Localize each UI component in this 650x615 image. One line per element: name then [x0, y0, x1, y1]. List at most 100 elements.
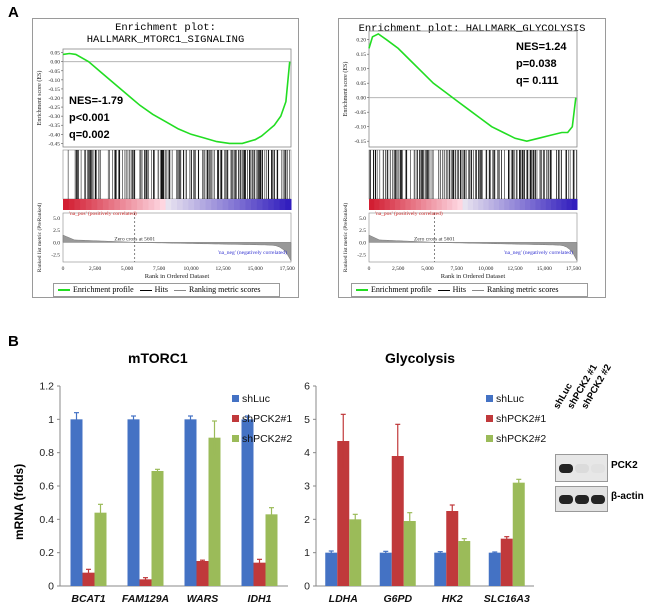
- ranking-metric-area: [62, 234, 292, 262]
- legend-hits: Hits: [452, 285, 466, 294]
- correlation-segment: [108, 199, 115, 210]
- correlation-segment: [63, 199, 70, 210]
- correlation-segment: [447, 199, 453, 210]
- correlation-segment: [68, 199, 75, 210]
- es-axis-label: Enrichment score (ES): [342, 62, 349, 117]
- correlation-segment: [410, 199, 417, 210]
- x-tick-label: 10,000: [478, 266, 493, 272]
- correlation-segment: [519, 199, 526, 210]
- correlation-segment: [483, 199, 490, 210]
- ranking-metric-area: [368, 234, 578, 261]
- gsea-title-line2: HALLMARK_MTORC1_SIGNALING: [86, 34, 245, 46]
- correlation-segment: [493, 199, 500, 210]
- correlation-segment: [273, 199, 281, 210]
- correlation-segment: [415, 199, 422, 210]
- gsea-plot-glycolysis: Enrichment plot: HALLMARK_GLYCOLYSIS 0.2…: [338, 18, 606, 298]
- gsea-legend: Enrichment profile Hits Ranking metric s…: [53, 283, 280, 297]
- es-frame: [368, 30, 578, 148]
- y-tick-label: 4: [304, 447, 310, 459]
- correlation-segment: [405, 199, 412, 210]
- x-tick-label: 12,500: [508, 266, 523, 272]
- legend-label: shPCK2#1: [242, 413, 292, 425]
- es-curve: [368, 32, 577, 143]
- wb-band-pck2: PCK2: [611, 460, 638, 471]
- correlation-segment: [426, 199, 432, 210]
- legend-swatch: [486, 415, 493, 422]
- bar-shPCK2-1-FAM129A: [139, 579, 152, 586]
- correlation-segment: [525, 199, 531, 210]
- correlation-segment: [74, 199, 81, 210]
- legend-hits-swatch: [437, 289, 450, 291]
- es-curve: [62, 52, 291, 145]
- metric-axis-label: Ranked list metric (PreRanked): [36, 203, 43, 273]
- gsea-chart-glycolysis: 0.200.150.100.050.00-0.05-0.10-0.15Enric…: [342, 30, 581, 280]
- zero-cross-label: Zero cross at 5601: [414, 236, 455, 242]
- legend-swatch: [232, 395, 239, 402]
- correlation-segment: [530, 199, 536, 210]
- gsea-chart-mtorc1: 0.050.00-0.05-0.10-0.15-0.20-0.25-0.30-0…: [36, 48, 295, 280]
- correlation-segment: [488, 199, 495, 210]
- es-tick-label: -0.30: [49, 114, 61, 120]
- metric-tick-label: 0.0: [53, 240, 60, 246]
- es-tick-label: -0.10: [49, 78, 61, 84]
- es-tick-label: 0.05: [356, 81, 366, 87]
- correlation-segment: [561, 199, 568, 210]
- legend-es: Enrichment profile: [371, 285, 432, 294]
- legend-metric-swatch: [472, 289, 484, 291]
- bar-shLuc-LDHA: [325, 552, 338, 586]
- legend-swatch: [232, 415, 239, 422]
- category-label: FAM129A: [122, 593, 169, 605]
- legend-label: shLuc: [242, 393, 270, 405]
- gsea-plot-mtorc1: Enrichment plot: HALLMARK_MTORC1_SIGNALI…: [32, 18, 299, 298]
- bar-shPCK2-1-BCAT1: [82, 572, 95, 586]
- legend-hits-swatch: [139, 289, 152, 291]
- correlation-segment: [171, 199, 178, 210]
- correlation-segment: [571, 199, 578, 210]
- gsea-q: q=0.002: [69, 129, 110, 141]
- category-label: WARS: [187, 593, 219, 605]
- legend-metric: Ranking metric scores: [487, 285, 559, 294]
- x-tick-label: 2,500: [89, 266, 102, 272]
- es-tick-label: 0.20: [356, 38, 366, 44]
- correlation-segment: [142, 199, 149, 210]
- gsea-title-line1: Enrichment plot:: [115, 22, 216, 34]
- correlation-segment: [239, 199, 246, 210]
- metric-tick-label: 0.0: [359, 240, 366, 246]
- gsea-q: q= 0.111: [516, 75, 559, 87]
- es-tick-label: -0.35: [49, 123, 61, 129]
- metric-tick-label: 2.5: [53, 228, 60, 234]
- correlation-segment: [262, 199, 269, 210]
- correlation-segment: [431, 199, 438, 210]
- es-tick-label: 0.00: [356, 96, 366, 102]
- correlation-segment: [457, 199, 464, 210]
- x-tick-label: 7,500: [450, 266, 463, 272]
- correlation-segment: [205, 199, 212, 210]
- bar-shPCK2-2-G6PD: [403, 521, 416, 586]
- es-tick-label: -0.15: [49, 87, 61, 93]
- es-tick-label: -0.10: [355, 125, 367, 131]
- y-tick-label: 0.2: [39, 547, 54, 559]
- correlation-segment: [441, 199, 448, 210]
- correlation-segment: [566, 199, 573, 210]
- y-tick-label: 0.8: [39, 447, 54, 459]
- es-tick-label: -0.25: [49, 105, 61, 111]
- wb-pck2-blot: [555, 454, 608, 482]
- bar-shPCK2-2-LDHA: [349, 519, 362, 586]
- correlation-segment: [194, 199, 201, 210]
- correlation-segment: [148, 199, 155, 210]
- bar-shPCK2-1-LDHA: [337, 441, 350, 586]
- correlation-segment: [159, 199, 167, 210]
- legend-label: shPCK2#2: [496, 433, 546, 445]
- correlation-segment: [452, 199, 458, 210]
- es-tick-label: -0.40: [49, 132, 61, 138]
- correlation-segment: [199, 199, 206, 210]
- correlation-segment: [504, 199, 510, 210]
- x-tick-label: 5,000: [421, 266, 434, 272]
- neg-label: 'na_neg' (negatively correlated): [504, 249, 573, 256]
- gsea-p: p=0.038: [516, 58, 557, 70]
- correlation-segment: [228, 199, 235, 210]
- wb-actin-blot: [555, 486, 608, 512]
- bar-shPCK2-2-SLC16A3: [512, 482, 525, 586]
- x-tick-label: 10,000: [184, 266, 199, 272]
- pos-label: 'na_pos' (positively correlated): [69, 210, 137, 217]
